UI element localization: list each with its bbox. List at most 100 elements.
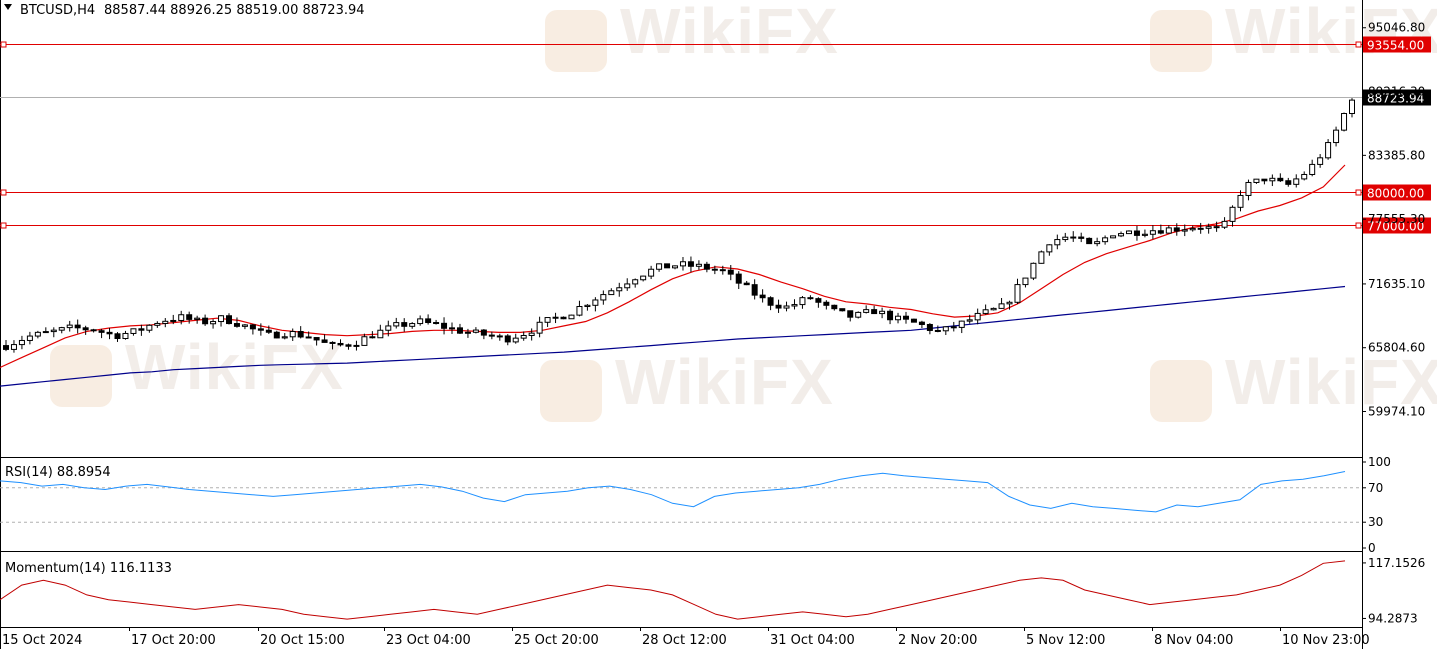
candle [1006,300,1013,310]
candle [1349,98,1355,118]
time-tick-label: 23 Oct 04:00 [386,633,471,648]
candle [273,330,280,339]
candle-body [393,322,400,327]
candle-body [265,329,272,333]
candle-body [26,335,33,341]
candle [1165,225,1172,234]
candle-body [871,309,878,315]
candle-body [210,321,217,325]
candle-body [1341,113,1348,131]
watermark-badge [540,360,602,422]
candle-body [552,316,559,319]
candle [815,297,822,308]
symbol-dropdown-icon[interactable] [4,4,12,10]
candle-body [130,328,137,334]
candle-body [417,318,424,325]
candle-body [616,287,623,292]
candle [138,324,145,336]
candle-body [297,331,304,338]
candle [194,315,201,324]
level-handle [0,189,7,196]
level-price-label: 80000.00 [1367,187,1424,201]
candle-body [218,315,225,323]
candle [297,326,304,339]
candle-body [425,318,432,324]
candle-body [1205,226,1212,229]
candle-body [1165,227,1172,234]
candle-body [910,318,917,323]
candle [337,339,344,347]
candle [743,280,750,286]
rsi-title: RSI(14) 88.8954 [5,465,111,480]
rsi-tick-label: 0 [1368,541,1376,555]
candle [1054,234,1061,250]
level-handle [0,41,7,48]
rsi-tick-label: 100 [1368,455,1391,469]
time-tick-label: 15 Oct 2024 [2,633,82,648]
candle [26,331,33,345]
candle-body [1325,142,1332,159]
candle [50,327,57,338]
candle-body [1189,227,1196,231]
candle-body [1038,251,1045,264]
candle-body [202,317,209,325]
candle [679,256,686,271]
candle-body [831,304,838,310]
candle-body [807,297,814,300]
moving-average-slow-line [0,285,1346,387]
candle-body [1062,236,1069,241]
candle [154,321,161,328]
candle [58,326,65,334]
rsi-line [0,471,1346,513]
candle [1285,177,1292,187]
candle [1181,224,1188,237]
candle [958,320,965,334]
candle [369,331,376,339]
candle [1261,178,1268,185]
candle [249,324,256,335]
candle [10,340,17,353]
candle-body [855,311,862,318]
candle [608,288,615,296]
candle-body [1229,206,1236,222]
candle-body [1014,284,1021,303]
price-tick-label: 95046.80 [1368,21,1425,35]
candle [767,296,774,311]
candle-body [1149,230,1156,235]
candle [218,315,225,327]
time-tick-label: 20 Oct 15:00 [260,633,345,648]
candle [162,318,169,328]
candle-body [703,263,710,270]
candle-body [608,290,615,296]
watermark-badge [545,10,607,72]
candle-body [1245,181,1252,196]
candle-body [480,329,487,336]
time-tick-label: 2 Nov 20:00 [898,633,977,648]
candle [186,311,193,324]
candle-body [385,325,392,331]
candle [289,328,296,342]
candle-body [1285,180,1292,185]
candle-body [592,299,599,306]
candle [783,301,790,312]
candle-body [791,304,798,307]
candle-body [305,336,312,339]
candle-body [337,342,344,346]
candle [1237,190,1244,212]
candle [496,333,503,341]
candle [146,324,153,333]
candle [640,275,647,282]
candle-body [759,294,766,299]
candle-body [18,339,25,346]
candle [464,328,471,338]
price-tick-label: 83385.80 [1368,148,1425,162]
candle-body [401,322,408,327]
candle [1157,224,1164,235]
momentum-line [0,560,1346,620]
candle-body [1237,194,1244,208]
candle [998,297,1005,309]
candle [1110,235,1117,239]
price-tick-label: 59974.10 [1368,405,1425,419]
